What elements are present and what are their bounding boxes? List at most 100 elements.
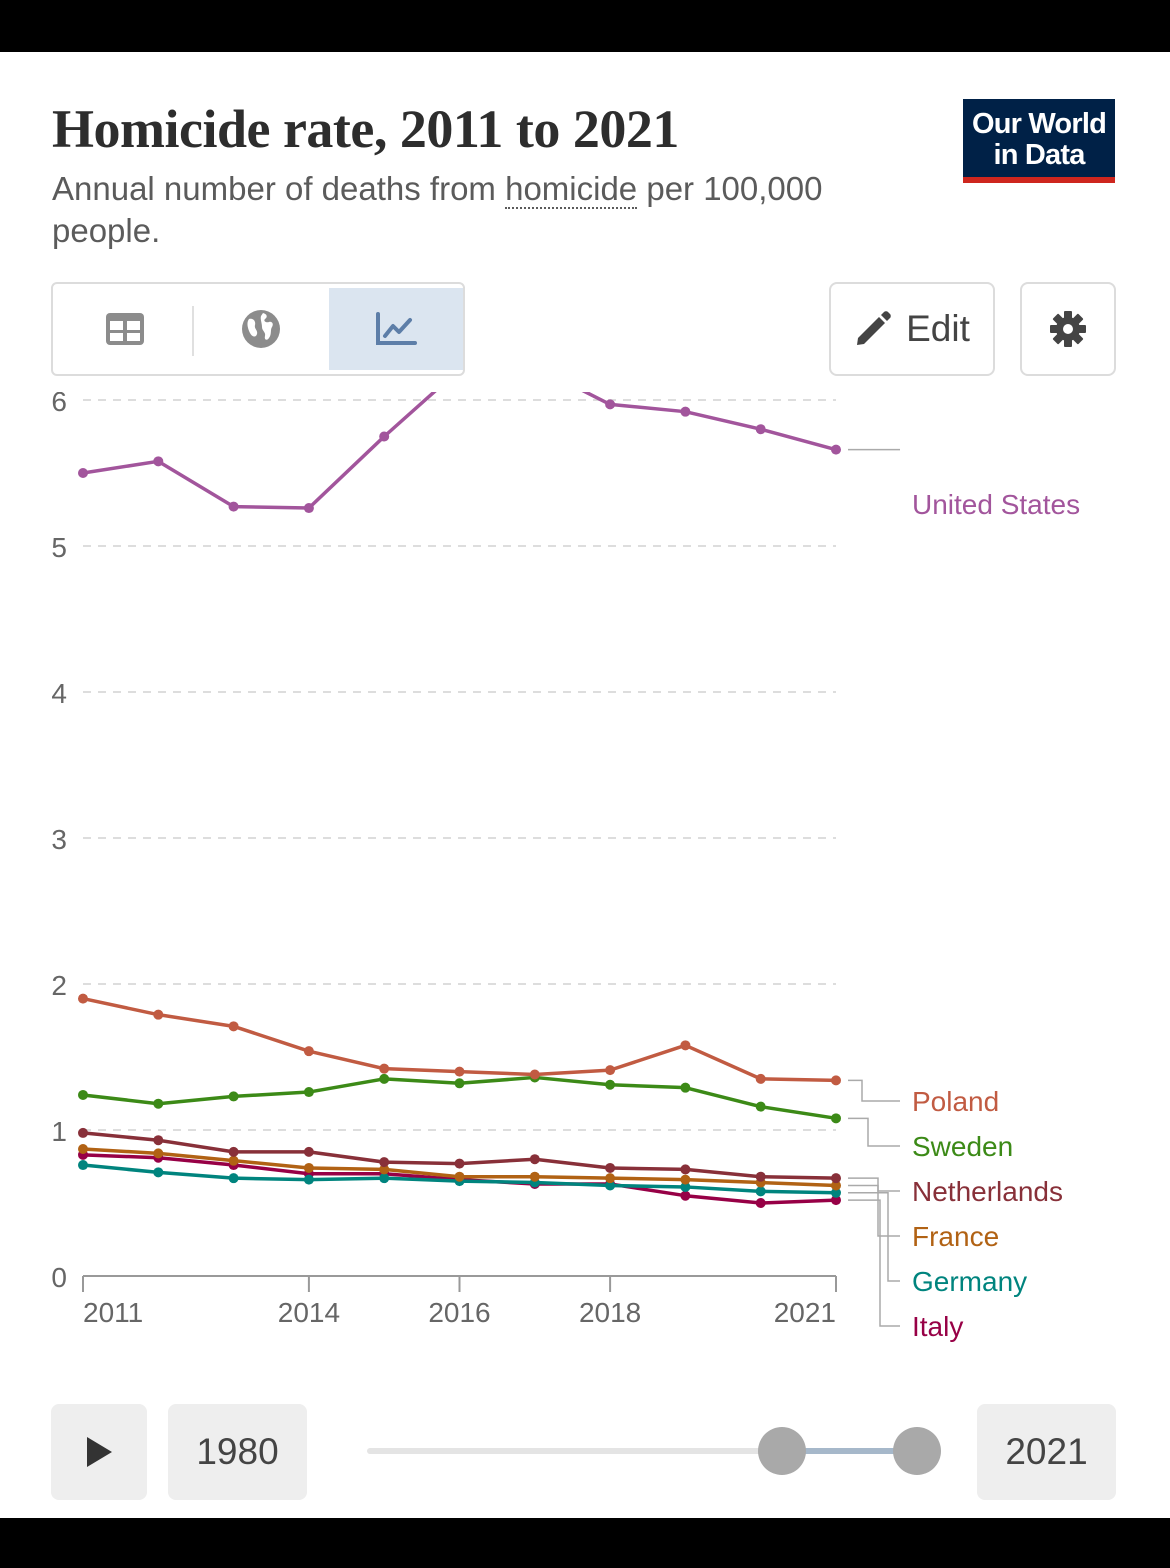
legend-connector [848,1184,900,1237]
data-point[interactable] [831,1173,841,1184]
legend-label[interactable]: Italy [912,1311,963,1342]
data-point[interactable] [605,1180,616,1191]
play-button[interactable] [51,1404,147,1500]
data-point[interactable] [831,1187,841,1198]
settings-button[interactable] [1020,282,1116,376]
chart-card: Homicide rate, 2011 to 2021 Annual numbe… [0,52,1170,1518]
data-point[interactable] [153,456,164,467]
data-point[interactable] [153,1009,164,1020]
timeline-end-handle[interactable] [893,1427,941,1475]
data-point[interactable] [228,1091,239,1102]
data-point[interactable] [153,1167,164,1178]
data-point[interactable] [379,1063,390,1074]
series-line[interactable] [82,392,837,510]
legend-connector [848,1079,900,1102]
table-icon [106,313,144,345]
y-tick-label: 1 [51,1116,67,1147]
data-point[interactable] [78,1143,88,1154]
data-point[interactable] [303,503,314,514]
data-point[interactable] [831,1180,841,1191]
tab-divider [192,306,194,356]
tab-map[interactable] [193,288,329,370]
data-point[interactable] [454,1158,465,1169]
x-tick-label: 2014 [278,1297,340,1328]
data-point[interactable] [680,1190,691,1201]
owid-logo[interactable]: Our World in Data [963,99,1115,183]
data-point[interactable] [379,1173,390,1184]
tab-table[interactable] [57,288,193,370]
data-point[interactable] [605,1079,616,1090]
subtitle-text-end: per 100,000 people. [52,170,823,249]
data-point[interactable] [153,1148,164,1159]
data-point[interactable] [755,1073,766,1084]
logo-line-1: Our World [971,108,1107,140]
data-point[interactable] [680,1040,691,1051]
legend-label[interactable]: Poland [912,1086,999,1117]
data-point[interactable] [755,1171,766,1182]
data-point[interactable] [831,1075,841,1086]
legend-label[interactable]: Sweden [912,1131,1013,1162]
data-point[interactable] [78,1127,88,1138]
data-point[interactable] [379,1164,390,1175]
data-point[interactable] [529,1069,540,1080]
data-point[interactable] [680,1164,691,1175]
data-point[interactable] [303,1146,314,1157]
data-point[interactable] [755,1186,766,1197]
data-point[interactable] [228,1173,239,1184]
edit-button[interactable]: Edit [829,282,995,376]
data-point[interactable] [831,1195,841,1206]
data-point[interactable] [78,1089,88,1100]
data-point[interactable] [153,1135,164,1146]
data-point[interactable] [831,444,841,455]
y-tick-label: 5 [51,532,67,563]
end-year-label[interactable]: 2021 [977,1404,1116,1500]
data-point[interactable] [303,1087,314,1098]
data-point[interactable] [379,431,390,442]
data-point[interactable] [529,1171,540,1182]
tab-chart[interactable] [329,288,463,370]
timeline-track[interactable] [367,1448,919,1454]
data-point[interactable] [605,1173,616,1184]
data-point[interactable] [605,399,616,410]
data-point[interactable] [680,1181,691,1192]
data-point[interactable] [78,468,88,478]
line-chart: 0 1 2 3 4 5 6 2011 2014 2016 2018 2021 United State… [51,392,1080,1342]
data-point[interactable] [228,1146,239,1157]
data-point[interactable] [680,1082,691,1093]
legend-label[interactable]: Netherlands [912,1176,1063,1207]
data-point[interactable] [153,1098,164,1109]
data-point[interactable] [529,1154,540,1165]
data-point[interactable] [303,1162,314,1173]
edit-label: Edit [906,308,970,349]
data-point[interactable] [454,1066,465,1077]
data-point[interactable] [454,1078,465,1089]
data-point[interactable] [605,1162,616,1173]
x-tick-label: 2016 [428,1297,490,1328]
chart-title: Homicide rate, 2011 to 2021 [52,99,679,159]
data-point[interactable] [228,501,239,512]
data-point[interactable] [78,1160,88,1171]
timeline-start-handle[interactable] [758,1427,806,1475]
data-point[interactable] [379,1157,390,1168]
data-point[interactable] [755,424,766,435]
data-point[interactable] [303,1046,314,1057]
data-point[interactable] [605,1065,616,1076]
data-point[interactable] [78,993,88,1004]
data-point[interactable] [454,1171,465,1182]
legend-connector [848,1192,900,1282]
legend-label[interactable]: France [912,1221,999,1252]
data-point[interactable] [831,1113,841,1124]
data-point[interactable] [379,1073,390,1084]
legend-label[interactable]: Germany [912,1266,1027,1297]
start-year-label[interactable]: 1980 [168,1404,307,1500]
data-point[interactable] [755,1198,766,1208]
data-point[interactable] [228,1021,239,1032]
y-tick-label: 0 [51,1262,67,1293]
data-point[interactable] [303,1174,314,1185]
data-point[interactable] [228,1155,239,1166]
data-point[interactable] [680,1174,691,1185]
homicide-definition-link[interactable]: homicide [505,170,638,209]
data-point[interactable] [680,406,691,417]
data-point[interactable] [755,1101,766,1112]
legend-label[interactable]: United States [912,489,1080,520]
